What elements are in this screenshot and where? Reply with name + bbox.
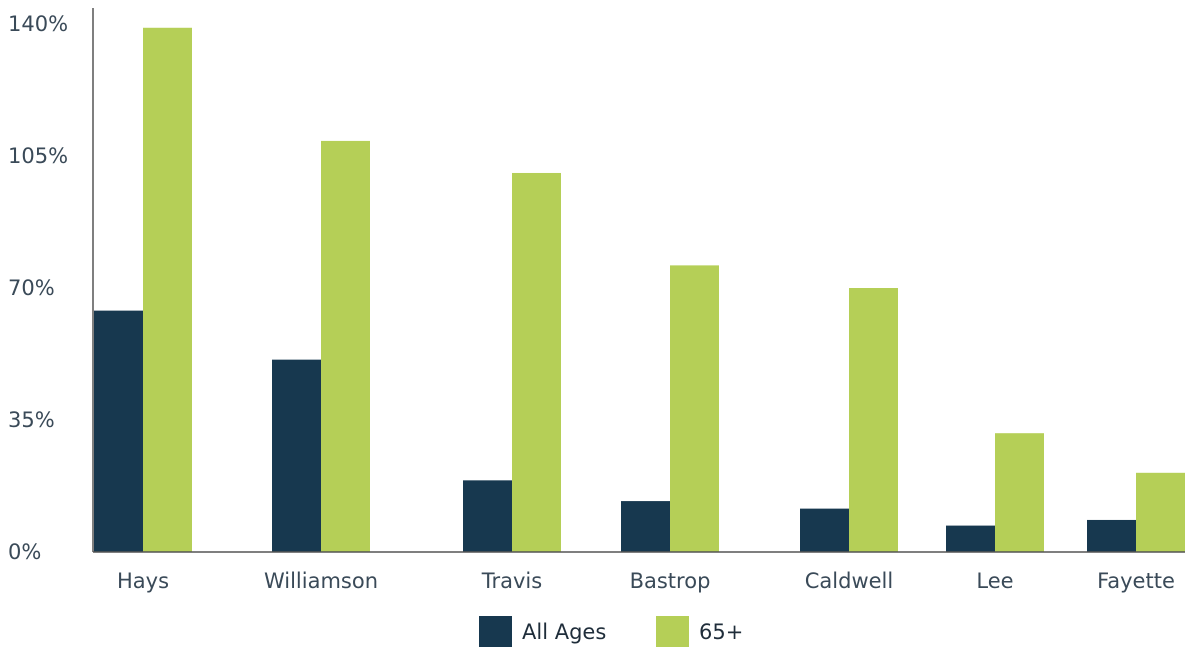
bar-all-ages-fayette	[1087, 519, 1136, 552]
x-tick-label: Bastrop	[630, 569, 711, 593]
y-tick-label: 140%	[8, 12, 68, 36]
bar-65-plus-hays	[143, 27, 192, 553]
legend-swatch	[479, 616, 512, 647]
x-tick-label: Caldwell	[805, 569, 893, 593]
y-tick-label: 0%	[8, 540, 41, 564]
bar-65-plus-travis	[512, 172, 561, 552]
y-axis-ticks: 0% 35% 70% 105% 140%	[8, 12, 68, 564]
y-tick-label: 70%	[8, 276, 55, 300]
bar-all-ages-travis	[463, 480, 512, 552]
y-tick-label: 35%	[8, 408, 55, 432]
y-tick-label: 105%	[8, 144, 68, 168]
bar-all-ages-bastrop	[621, 501, 670, 552]
bar-65-plus-caldwell	[849, 288, 898, 552]
bar-65-plus-fayette	[1136, 472, 1185, 552]
legend-label: All Ages	[522, 620, 606, 644]
x-tick-label: Hays	[117, 569, 169, 593]
legend: All Ages 65+	[479, 616, 743, 647]
bar-65-plus-bastrop	[670, 265, 719, 552]
legend-swatch	[656, 616, 689, 647]
x-tick-label: Travis	[481, 569, 542, 593]
bar-65-plus-lee	[995, 433, 1044, 552]
x-axis-labels: Hays Williamson Travis Bastrop Caldwell Lee Fa…	[117, 569, 1175, 593]
bar-all-ages-williamson	[272, 359, 321, 552]
bar-all-ages-hays	[94, 310, 143, 552]
legend-label: 65+	[699, 620, 743, 644]
x-tick-label: Fayette	[1097, 569, 1175, 593]
bar-65-plus-williamson	[321, 140, 370, 552]
bars	[94, 27, 1185, 553]
x-tick-label: Williamson	[264, 569, 378, 593]
bar-all-ages-lee	[946, 525, 995, 552]
bar-all-ages-caldwell	[800, 508, 849, 552]
x-tick-label: Lee	[976, 569, 1013, 593]
